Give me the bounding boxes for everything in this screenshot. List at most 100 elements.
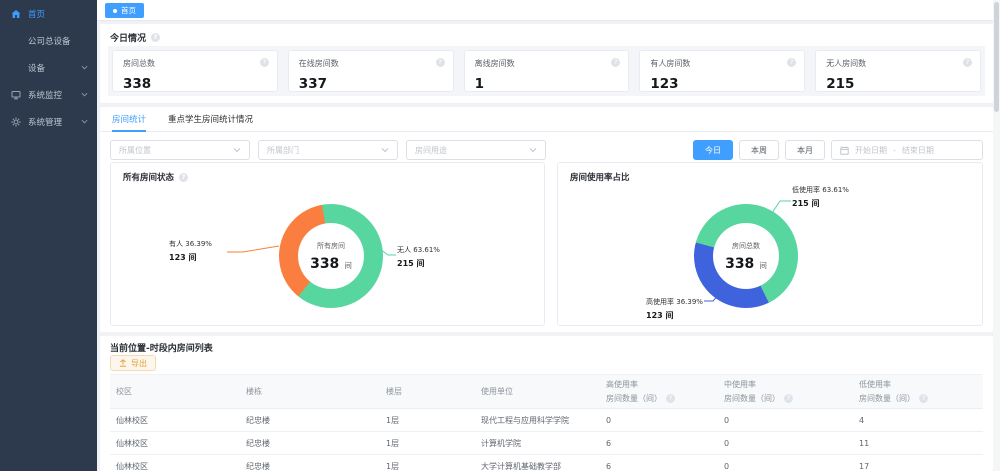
info-icon[interactable]: ? (962, 58, 972, 67)
room-list-title: 当前位置-时段内房间列表 (110, 341, 213, 354)
stat-card: 离线房间数 ? 1 (463, 50, 630, 92)
sidebar-item-label: 系统管理 (28, 117, 63, 128)
date-range-end: 结束日期 (901, 145, 934, 155)
stat-card-value: 123 (650, 76, 679, 92)
cell-floor: 1层 (380, 431, 475, 455)
stat-card-label: 房间总数 (123, 59, 155, 68)
chevron-down-icon (529, 146, 537, 154)
stat-card-label: 无人房间数 (826, 59, 867, 68)
leader-line (767, 200, 791, 220)
donut-hole (713, 223, 779, 289)
select-placeholder: 房间用途 (415, 145, 447, 155)
info-icon[interactable]: ? (666, 394, 675, 403)
leader-line (379, 248, 396, 256)
date-range-picker[interactable]: 开始日期 - 结束日期 (831, 140, 983, 160)
col-high-usage: 高使用率 房间数量（间）? (600, 374, 718, 409)
statistics-tabs: 房间统计 重点学生房间统计情况 (100, 107, 993, 132)
route-tab-home[interactable]: 首页 (105, 3, 144, 18)
route-tab-bar: 首页 (97, 0, 1000, 21)
table-row: 仙林校区 纪忠楼 1层 大学计算机基础教学部 6 0 17 (110, 454, 983, 471)
sidebar-item-system-admin[interactable]: 系统管理 (0, 108, 97, 135)
export-button[interactable]: 导出 (110, 355, 156, 371)
slice-label-low-usage: 低使用率 63.61% 215 间 (792, 186, 849, 208)
filter-select[interactable]: 所属部门 (258, 140, 398, 160)
table-body: 仙林校区 纪忠楼 1层 现代工程与应用科学学院 0 0 4 仙林校区 纪忠楼 1… (110, 408, 983, 471)
info-icon[interactable]: ? (435, 58, 445, 67)
cell-low-usage: 17 (853, 454, 983, 471)
stat-card-label: 离线房间数 (474, 59, 515, 68)
home-icon (11, 9, 21, 19)
sidebar-item-system-monitor[interactable]: 系统监控 (0, 81, 97, 108)
table-row: 仙林校区 纪忠楼 1层 现代工程与应用科学学院 0 0 4 (110, 408, 983, 432)
info-icon[interactable]: ? (919, 394, 928, 403)
cell-floor: 1层 (380, 408, 475, 432)
stat-card-value: 1 (474, 76, 484, 92)
cell-low-usage: 4 (853, 408, 983, 432)
donut-chart-usage-rate[interactable] (694, 204, 798, 308)
date-range-start: 开始日期 (855, 145, 887, 155)
period-button[interactable]: 今日 (693, 140, 733, 160)
stat-card: 房间总数 ? 338 (112, 50, 278, 92)
chevron-down-icon (233, 146, 241, 154)
today-overview-title: 今日情况 ? (110, 31, 161, 44)
stat-card: 在线房间数 ? 337 (287, 50, 454, 92)
tab-room-statistics[interactable]: 房间统计 (112, 107, 147, 132)
chevron-down-icon (81, 64, 88, 71)
chevron-down-icon (81, 91, 88, 98)
scrollbar-thumb[interactable] (994, 2, 999, 112)
room-list-panel: 当前位置-时段内房间列表 导出 校区 楼栋 楼层 使用单位 高使用率 房间数 (100, 336, 993, 471)
stat-card-value: 337 (298, 76, 327, 92)
period-button[interactable]: 本周 (739, 140, 779, 160)
table-row: 仙林校区 纪忠楼 1层 计算机学院 6 0 11 (110, 431, 983, 455)
leader-line (227, 245, 280, 253)
cell-low-usage: 11 (853, 431, 983, 455)
info-icon[interactable]: ? (179, 172, 189, 182)
leader-line (704, 287, 726, 302)
slice-label-vacant: 无人 63.61% 215 间 (397, 246, 440, 268)
donut-chart-room-status[interactable] (279, 204, 383, 308)
usage-rate-chart-card: 房间使用率占比 房间总数 338 间 低使用率 63.61% 215 间 高使用… (557, 162, 983, 326)
sidebar-item-home[interactable]: 首页 (0, 0, 97, 27)
info-icon[interactable]: ? (151, 33, 161, 42)
today-overview-panel: 今日情况 ? 房间总数 ? 338 在线房间数 ? 337 离线房间数 ? 1 … (100, 24, 993, 103)
info-icon[interactable]: ? (787, 58, 797, 67)
cell-campus: 仙林校区 (110, 408, 240, 432)
cell-building: 纪忠楼 (240, 431, 380, 455)
sidebar-item-label: 设备 (28, 63, 46, 74)
table-header: 校区 楼栋 楼层 使用单位 高使用率 房间数量（间）? 中使用率 房间数量（间）… (110, 374, 983, 409)
chart-title: 所有房间状态 ? (123, 171, 189, 183)
stat-card-value: 215 (826, 76, 855, 92)
donut-hole (298, 223, 364, 289)
cell-campus: 仙林校区 (110, 454, 240, 471)
stat-card: 无人房间数 ? 215 (815, 50, 981, 92)
filters-row: 所属位置 所属部门 房间用途 今日 (110, 140, 983, 160)
sidebar-item-company-devices[interactable]: 公司总设备 (0, 27, 97, 54)
room-table: 校区 楼栋 楼层 使用单位 高使用率 房间数量（间）? 中使用率 房间数量（间）… (110, 374, 983, 471)
cell-unit: 大学计算机基础教学部 (475, 454, 600, 471)
sidebar-item-devices[interactable]: 设备 (0, 54, 97, 81)
info-icon[interactable]: ? (784, 394, 793, 403)
export-label: 导出 (131, 358, 147, 368)
monitor-icon (11, 90, 21, 100)
filter-select[interactable]: 房间用途 (406, 140, 546, 160)
period-button[interactable]: 本月 (785, 140, 825, 160)
info-icon[interactable]: ? (259, 58, 269, 67)
vertical-scrollbar (993, 0, 1000, 471)
col-unit: 使用单位 (475, 374, 600, 409)
filter-select[interactable]: 所属位置 (110, 140, 250, 160)
col-building: 楼栋 (240, 374, 380, 409)
sidebar-item-label: 公司总设备 (28, 36, 71, 47)
tab-key-student-room-statistics[interactable]: 重点学生房间统计情况 (168, 107, 253, 131)
sidebar-item-label: 首页 (28, 9, 46, 20)
tab-label: 重点学生房间统计情况 (168, 115, 254, 125)
col-floor: 楼层 (380, 374, 475, 409)
cell-mid-usage: 0 (718, 431, 853, 455)
info-icon[interactable]: ? (611, 58, 621, 67)
select-placeholder: 所属部门 (267, 145, 299, 155)
charts-row: 所有房间状态 ? 所有房间 338 间 有人 36.39% 123 间 (110, 162, 983, 326)
cell-high-usage: 6 (600, 431, 718, 455)
stat-card-value: 338 (123, 76, 152, 92)
period-controls: 今日 本周 本月 开始日期 - 结束日期 (693, 140, 983, 160)
gear-icon (11, 116, 21, 127)
cell-high-usage: 0 (600, 408, 718, 432)
